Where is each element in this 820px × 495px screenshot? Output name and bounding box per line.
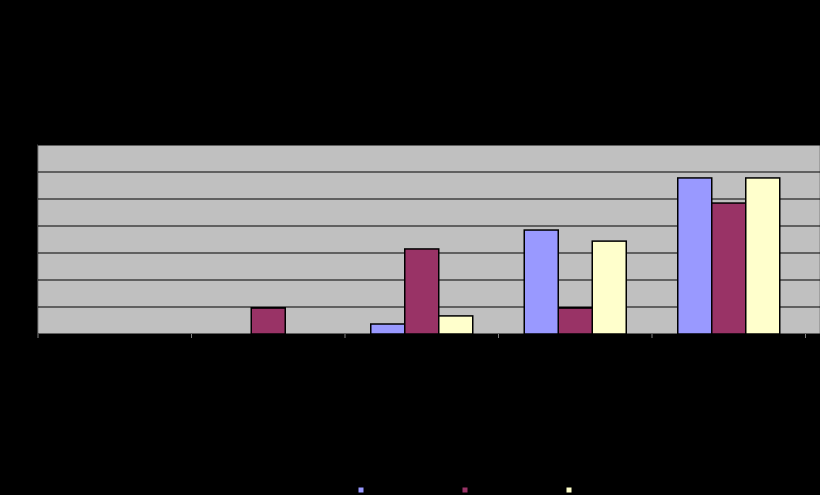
- legend-swatch: [461, 486, 469, 494]
- bar: [677, 177, 713, 335]
- bar: [250, 307, 286, 335]
- bar: [370, 323, 406, 335]
- bar: [711, 202, 747, 335]
- bar: [523, 229, 559, 335]
- bar: [557, 307, 593, 335]
- bar: [745, 177, 781, 335]
- bar: [591, 240, 627, 335]
- legend-swatch: [565, 486, 573, 494]
- bar: [404, 248, 440, 335]
- bar: [438, 315, 474, 335]
- legend-swatch: [357, 486, 365, 494]
